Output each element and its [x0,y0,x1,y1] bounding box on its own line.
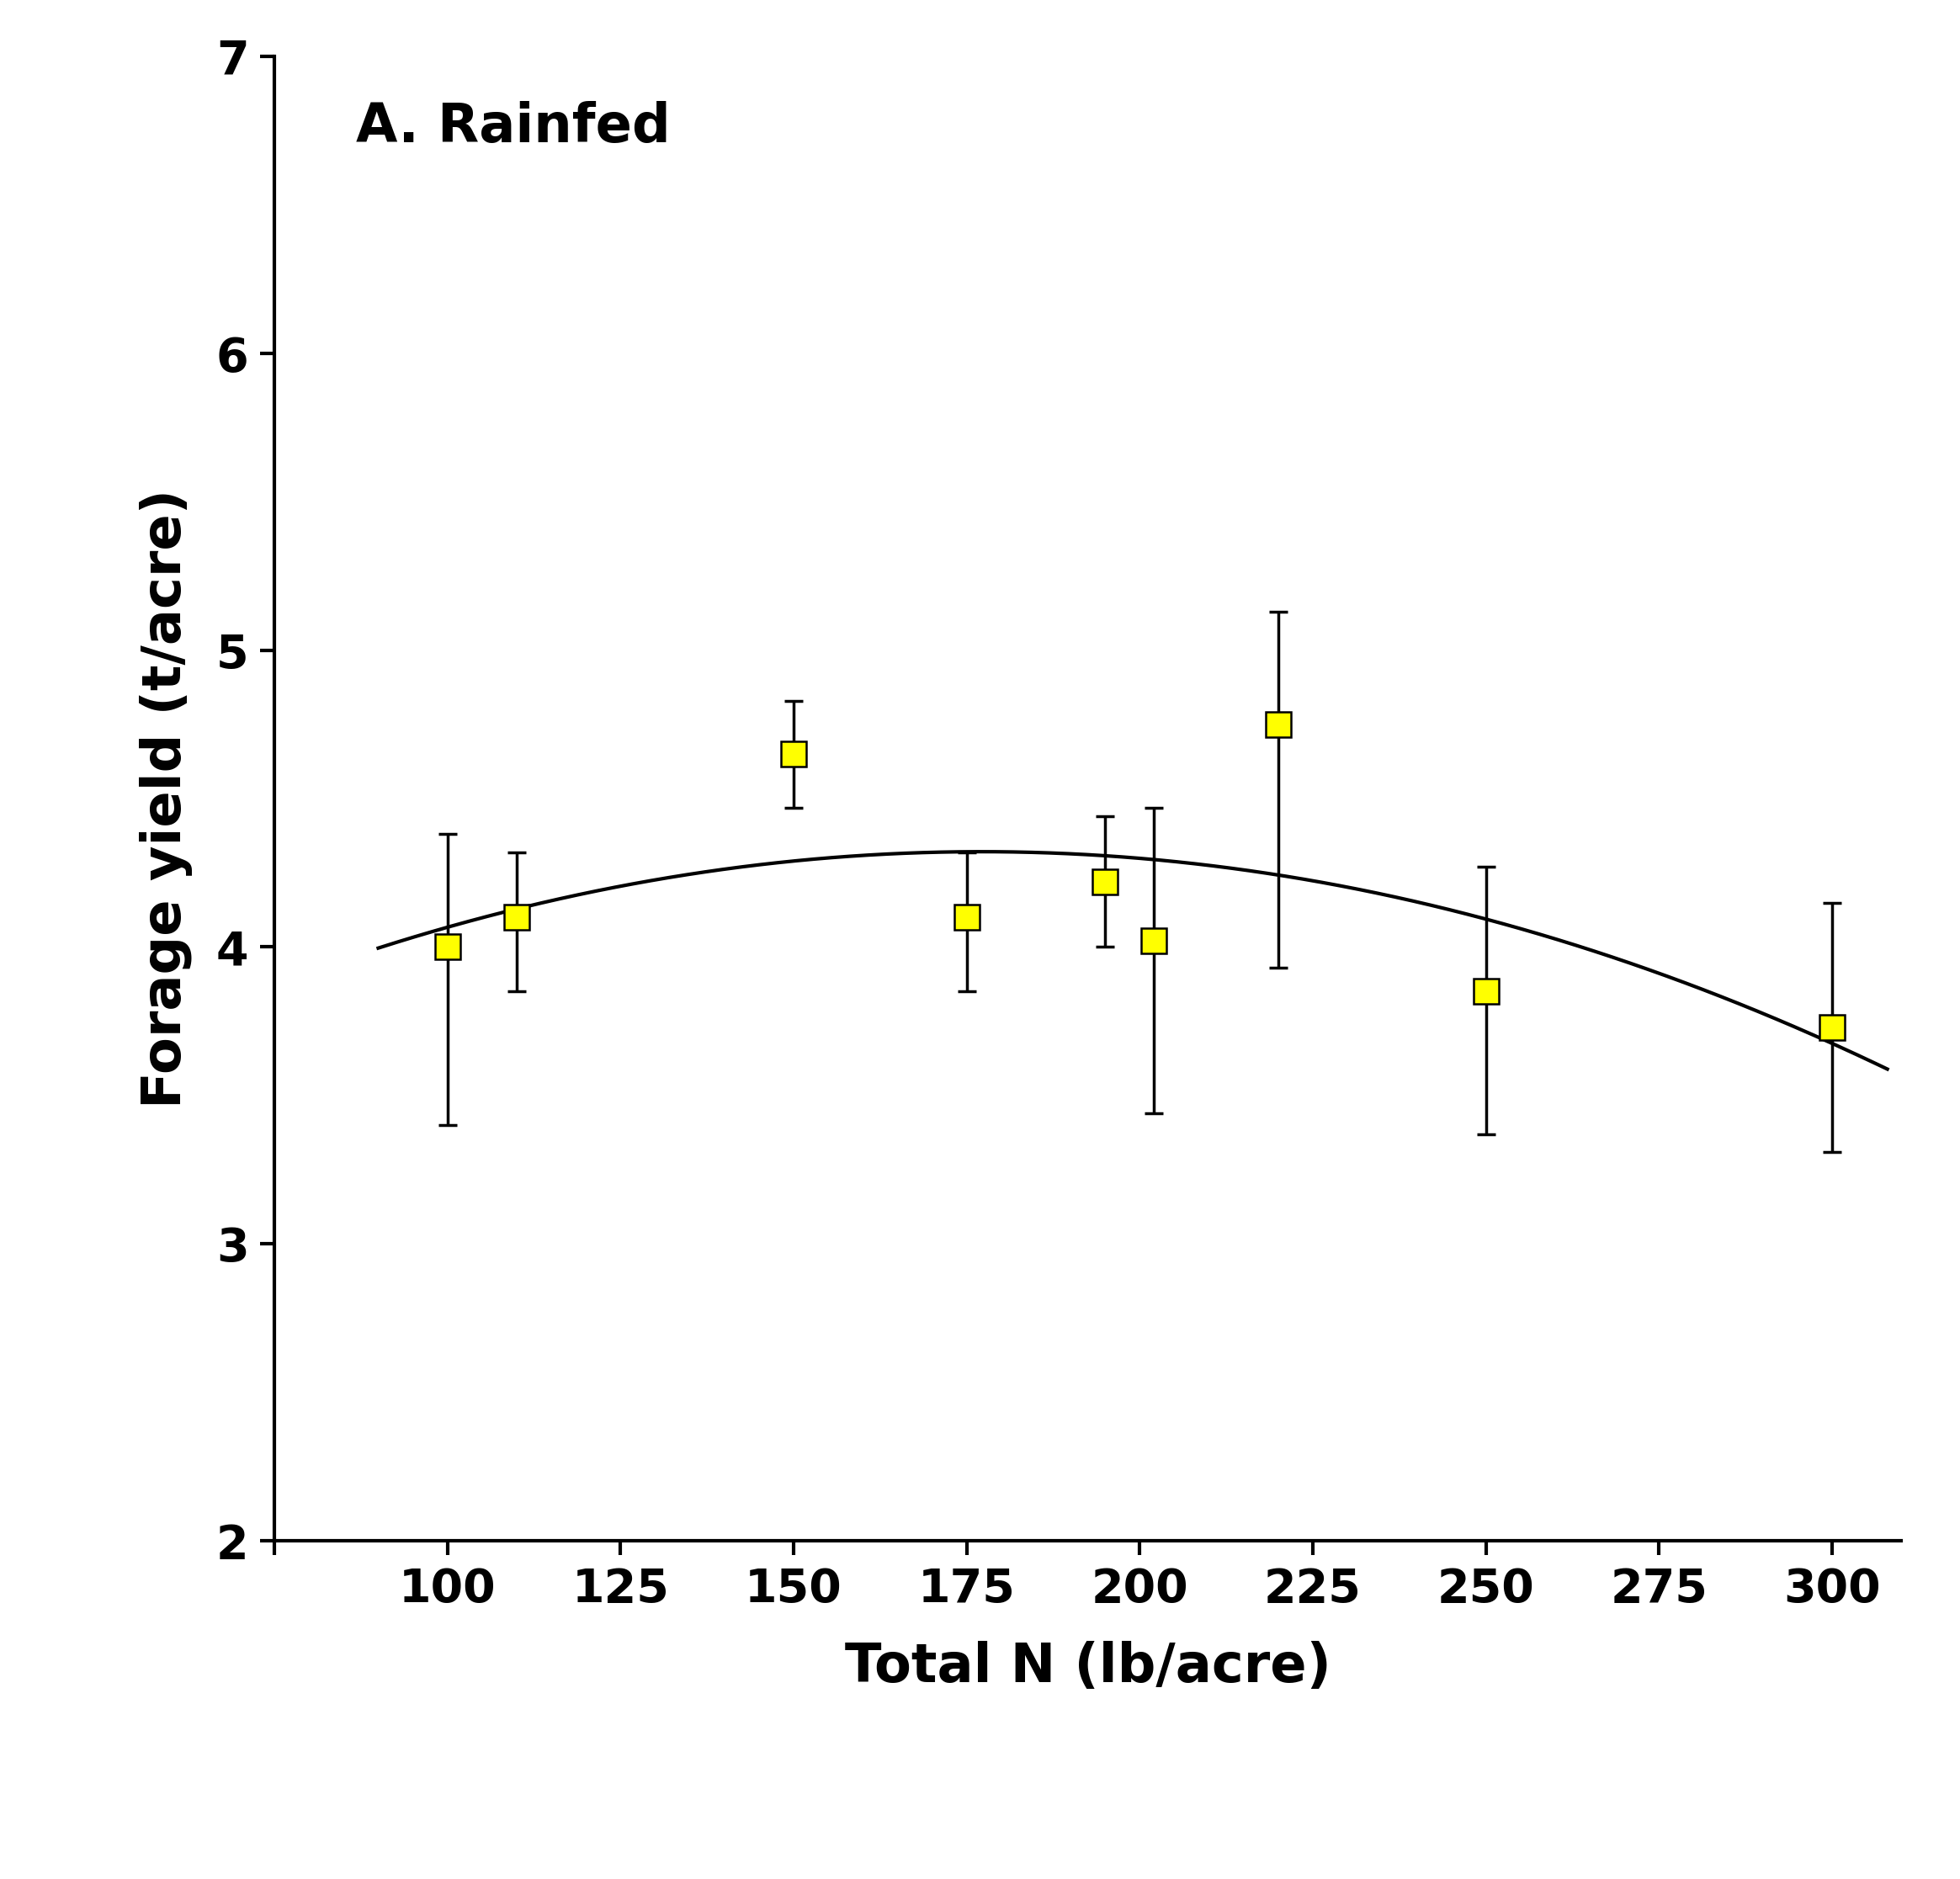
X-axis label: Total N (lb/acre): Total N (lb/acre) [845,1640,1331,1693]
Text: A. Rainfed: A. Rainfed [357,101,670,152]
Y-axis label: Forage yield (t/acre): Forage yield (t/acre) [139,489,192,1109]
